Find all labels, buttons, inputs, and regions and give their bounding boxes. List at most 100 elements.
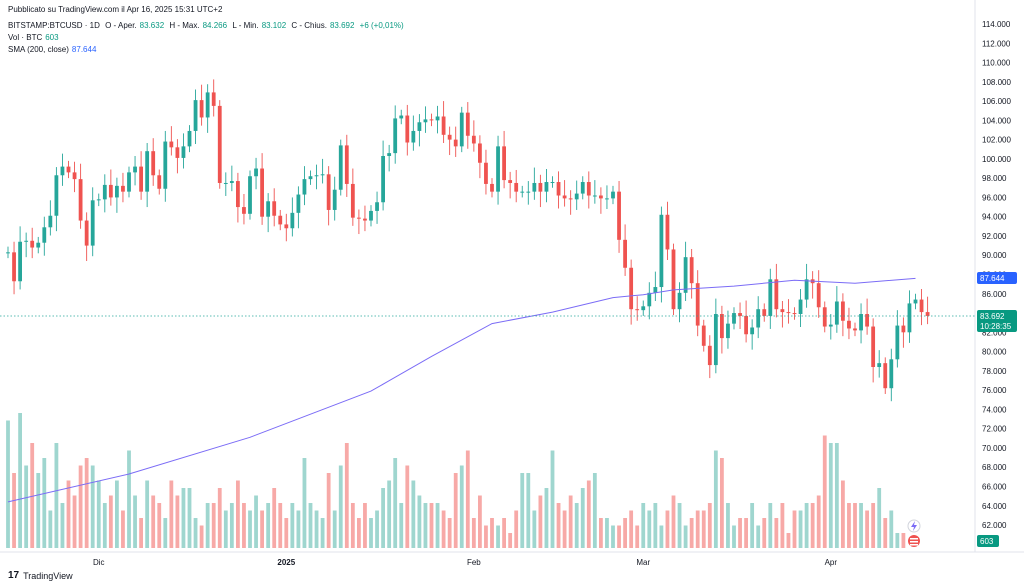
volume-bar	[393, 458, 398, 548]
volume-bar	[453, 473, 458, 548]
volume-bar	[338, 465, 343, 548]
candle-body	[816, 283, 821, 308]
candle-body	[284, 224, 289, 229]
candle-body	[96, 199, 101, 201]
candle-body	[66, 166, 71, 173]
last-price-tag	[977, 310, 1017, 333]
volume-bar	[296, 510, 301, 548]
volume-bar	[822, 435, 827, 548]
candle-body	[54, 175, 59, 216]
candle-body	[357, 217, 361, 219]
volume-tag	[977, 535, 999, 547]
candle-body	[344, 145, 349, 184]
volume-bar	[369, 518, 373, 548]
brand-name: TradingView	[23, 570, 73, 581]
volume-bar	[611, 525, 615, 548]
volume-bar	[514, 510, 519, 548]
alert-icon[interactable]	[907, 519, 921, 533]
candle-body	[260, 168, 264, 217]
candle-body	[236, 181, 240, 208]
high-value: 84.266	[202, 21, 228, 30]
candle-body	[605, 198, 609, 200]
candle-body	[629, 267, 634, 310]
candle-body	[925, 312, 930, 316]
candle-body	[308, 176, 313, 180]
volume-bar	[798, 510, 803, 548]
volume-bar	[278, 503, 283, 548]
volume-bar	[629, 510, 634, 548]
volume-bar	[659, 525, 664, 548]
volume-bar	[236, 480, 240, 548]
volume-bar	[635, 525, 640, 548]
price-tick-label: 80.000	[982, 348, 1007, 357]
candle-body	[145, 151, 150, 192]
candle-body	[441, 116, 446, 135]
volume-bar	[320, 518, 325, 548]
candle-body	[187, 130, 192, 147]
volume-bar	[284, 518, 289, 548]
candle-body	[181, 146, 186, 158]
volume-bar	[484, 525, 488, 548]
candle-body	[102, 184, 107, 200]
volume-bar	[701, 510, 706, 548]
volume-bar	[381, 488, 385, 548]
volume-bar	[314, 510, 319, 548]
tradingview-brand[interactable]: 17 TradingView	[8, 570, 73, 581]
candle-body	[369, 210, 373, 221]
candle-body	[248, 176, 252, 214]
price-tick-label: 112.000	[982, 39, 1011, 48]
candle-body	[720, 314, 724, 339]
sma-legend-label: SMA (200, close)	[8, 45, 69, 54]
candle-body	[895, 325, 900, 360]
volume-bar	[617, 525, 621, 548]
volume-bar	[756, 525, 761, 548]
flag-icon[interactable]	[908, 535, 920, 547]
volume-bar	[508, 533, 513, 548]
volume-bar	[121, 510, 125, 548]
volume-bar	[326, 473, 331, 548]
candle-body	[550, 182, 555, 184]
volume-bar	[441, 510, 446, 548]
volume-bar	[344, 443, 349, 548]
volume-bar	[266, 503, 271, 548]
last-price-tag-text: 83.692	[980, 312, 1005, 321]
volume-bar	[544, 488, 549, 548]
candle-body	[786, 312, 791, 314]
volume-bar	[223, 510, 228, 548]
volume-bar	[883, 518, 888, 548]
volume-legend-label: Vol · BTC	[8, 33, 43, 42]
candle-body	[381, 155, 385, 203]
candle-body	[653, 287, 658, 293]
ohlc-legend: BITSTAMP:BTCUSD · 1D O - Aper. 83.632 H -…	[8, 21, 407, 30]
volume-bar	[520, 473, 525, 548]
candle-body	[169, 141, 174, 148]
candle-body	[496, 146, 500, 192]
volume-bar	[853, 503, 857, 548]
candle-body	[580, 182, 585, 194]
candle-body	[695, 283, 700, 326]
candle-body	[586, 182, 591, 196]
volume-bar	[42, 458, 47, 548]
candle-body	[713, 314, 718, 366]
candle-body	[278, 215, 283, 225]
volume-bar	[586, 480, 591, 548]
candle-body	[36, 242, 41, 248]
volume-bar	[478, 495, 482, 548]
candle-body	[677, 292, 682, 310]
price-tick-label: 102.000	[982, 136, 1011, 145]
volume-bar	[260, 510, 264, 548]
candle-body	[671, 249, 676, 310]
volume-bar	[96, 480, 101, 548]
candle-body	[750, 327, 755, 335]
candle-body	[314, 175, 319, 177]
close-label: C - Chius.	[291, 21, 327, 30]
candle-body	[792, 313, 797, 315]
countdown-tag-text: 10:28:35	[980, 322, 1012, 331]
volume-bar	[60, 503, 65, 548]
candle-body	[423, 119, 428, 123]
price-tick-label: 68.000	[982, 463, 1007, 472]
candle-body	[762, 309, 767, 316]
candle-body	[108, 184, 113, 198]
candle-body	[768, 279, 773, 316]
